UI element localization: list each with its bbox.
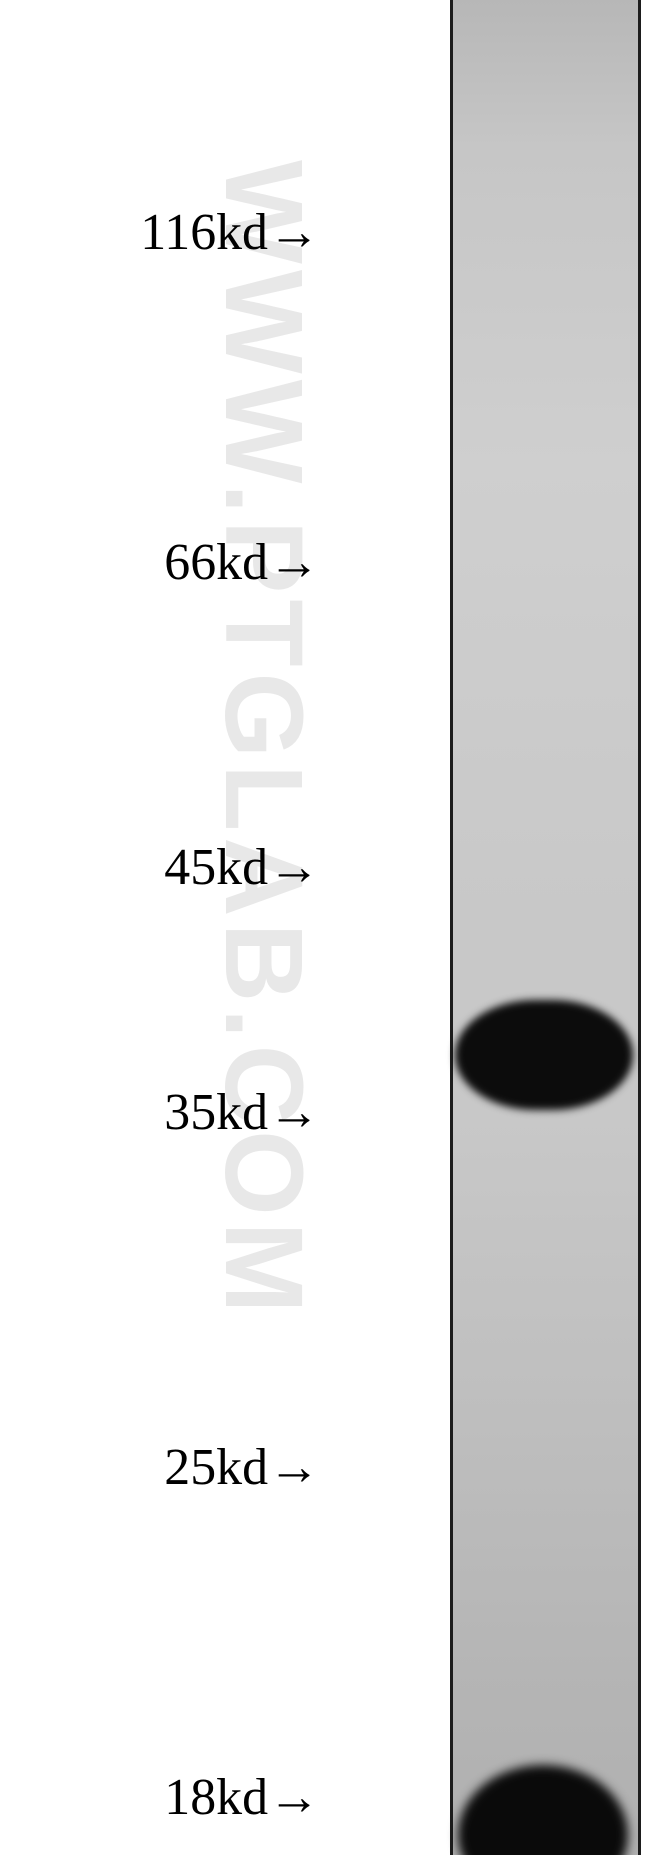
blot-figure: WWW.PTGLAB.COM 116kd→ 66kd→ 45kd→ 35kd→ … (0, 0, 650, 1855)
marker-25kd: 25kd→ (164, 1438, 320, 1497)
marker-35kd: 35kd→ (164, 1083, 320, 1142)
blot-lane (450, 0, 641, 1855)
arrow-icon: → (268, 1439, 320, 1496)
marker-label: 45kd (164, 839, 268, 896)
arrow-icon: → (268, 1769, 320, 1826)
watermark-text: WWW.PTGLAB.COM (200, 160, 327, 1319)
marker-116kd: 116kd→ (140, 203, 320, 262)
arrow-icon: → (268, 204, 320, 261)
marker-label: 25kd (164, 1439, 268, 1496)
arrow-icon: → (268, 1084, 320, 1141)
arrow-icon: → (268, 839, 320, 896)
marker-18kd: 18kd→ (164, 1768, 320, 1827)
arrow-icon: → (268, 534, 320, 591)
marker-label: 66kd (164, 534, 268, 591)
marker-45kd: 45kd→ (164, 838, 320, 897)
marker-label: 18kd (164, 1769, 268, 1826)
band-35kd (455, 1000, 633, 1110)
marker-66kd: 66kd→ (164, 533, 320, 592)
lane-background (453, 0, 638, 1855)
marker-label: 35kd (164, 1084, 268, 1141)
marker-label: 116kd (140, 204, 268, 261)
